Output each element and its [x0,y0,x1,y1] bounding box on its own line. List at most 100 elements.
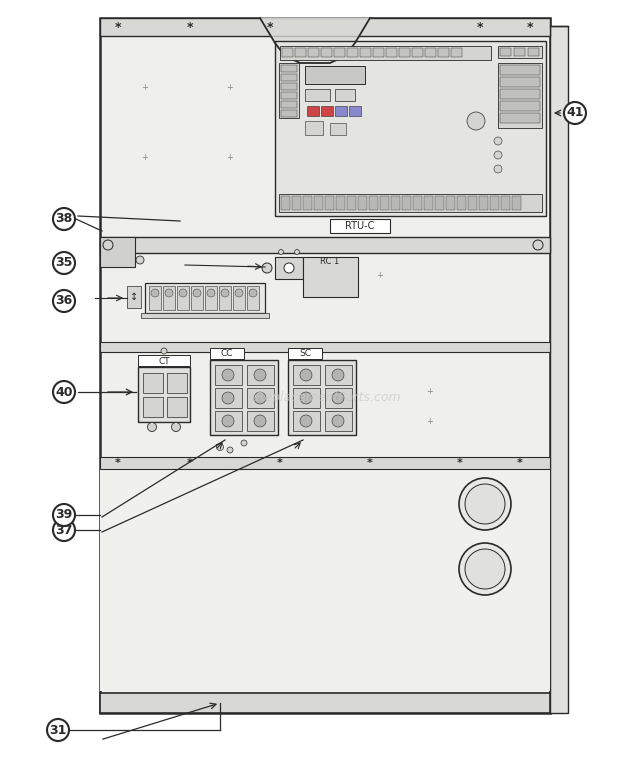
Circle shape [179,289,187,297]
Circle shape [254,392,266,404]
Text: 38: 38 [55,212,73,226]
Bar [281,196,290,210]
Bar [138,367,190,422]
Bar [219,286,231,310]
Bar [308,48,319,57]
Bar [500,89,540,99]
Circle shape [172,422,180,432]
Circle shape [53,208,75,230]
Bar [500,101,540,111]
Bar [321,106,333,116]
Bar [280,46,491,60]
Bar [293,411,320,431]
Bar [281,92,297,99]
Bar [293,388,320,408]
Circle shape [161,348,167,354]
Bar [550,26,568,713]
Bar [314,196,323,210]
Text: *: * [115,458,121,468]
Bar [412,48,423,57]
Text: *: * [517,458,523,468]
Bar [281,110,297,117]
Bar [305,121,323,135]
Circle shape [300,369,312,381]
Bar [369,196,378,210]
Bar [127,286,141,308]
Circle shape [564,102,586,124]
Circle shape [278,250,283,254]
Text: *: * [187,20,193,33]
Text: 35: 35 [55,257,73,270]
Circle shape [494,165,502,173]
Circle shape [151,289,159,297]
Circle shape [165,289,173,297]
Text: +: + [226,84,234,92]
Bar [288,348,322,359]
Bar [490,196,499,210]
Bar [215,411,242,431]
Circle shape [222,392,234,404]
Bar [325,411,352,431]
Text: *: * [115,20,122,33]
Bar [215,388,242,408]
Bar [281,65,297,72]
Bar [325,196,334,210]
Bar [325,365,352,385]
Text: +: + [427,418,433,426]
Bar [303,257,358,297]
Bar [335,106,347,116]
Circle shape [332,369,344,381]
Bar [143,397,163,417]
Text: +: + [376,270,383,280]
Bar [380,196,389,210]
Circle shape [227,447,233,453]
Bar [100,18,550,713]
Bar [498,46,542,58]
Bar [438,48,449,57]
Bar [425,48,436,57]
Text: 39: 39 [55,508,73,522]
Bar [102,36,548,711]
Bar [281,83,297,90]
Text: +: + [141,153,148,163]
Bar [191,286,203,310]
Bar [233,286,245,310]
Bar [288,360,356,435]
Circle shape [53,252,75,274]
Circle shape [222,415,234,427]
Bar [498,63,542,128]
Text: ↕: ↕ [130,292,138,302]
Bar [347,48,358,57]
Text: eReplacementParts.com: eReplacementParts.com [249,391,401,404]
Circle shape [148,422,156,432]
Bar [275,41,546,216]
Text: 40: 40 [55,385,73,398]
Bar [293,365,320,385]
Bar [451,48,462,57]
Text: 36: 36 [55,294,73,308]
Bar [100,18,550,36]
Bar [402,196,411,210]
Circle shape [207,289,215,297]
Bar [247,365,274,385]
Circle shape [53,504,75,526]
Bar [281,101,297,108]
Bar [330,123,346,135]
Bar [275,257,303,279]
Bar [514,48,525,56]
Circle shape [533,240,543,250]
Circle shape [459,478,511,530]
Bar [100,237,550,253]
Circle shape [47,719,69,741]
Bar [292,196,301,210]
Bar [247,411,274,431]
Bar [145,283,265,313]
Bar [500,113,540,123]
Circle shape [332,392,344,404]
Bar [501,196,510,210]
Text: *: * [267,20,273,33]
Bar [325,388,352,408]
Text: *: * [367,458,373,468]
Text: +: + [427,388,433,397]
Circle shape [53,519,75,541]
